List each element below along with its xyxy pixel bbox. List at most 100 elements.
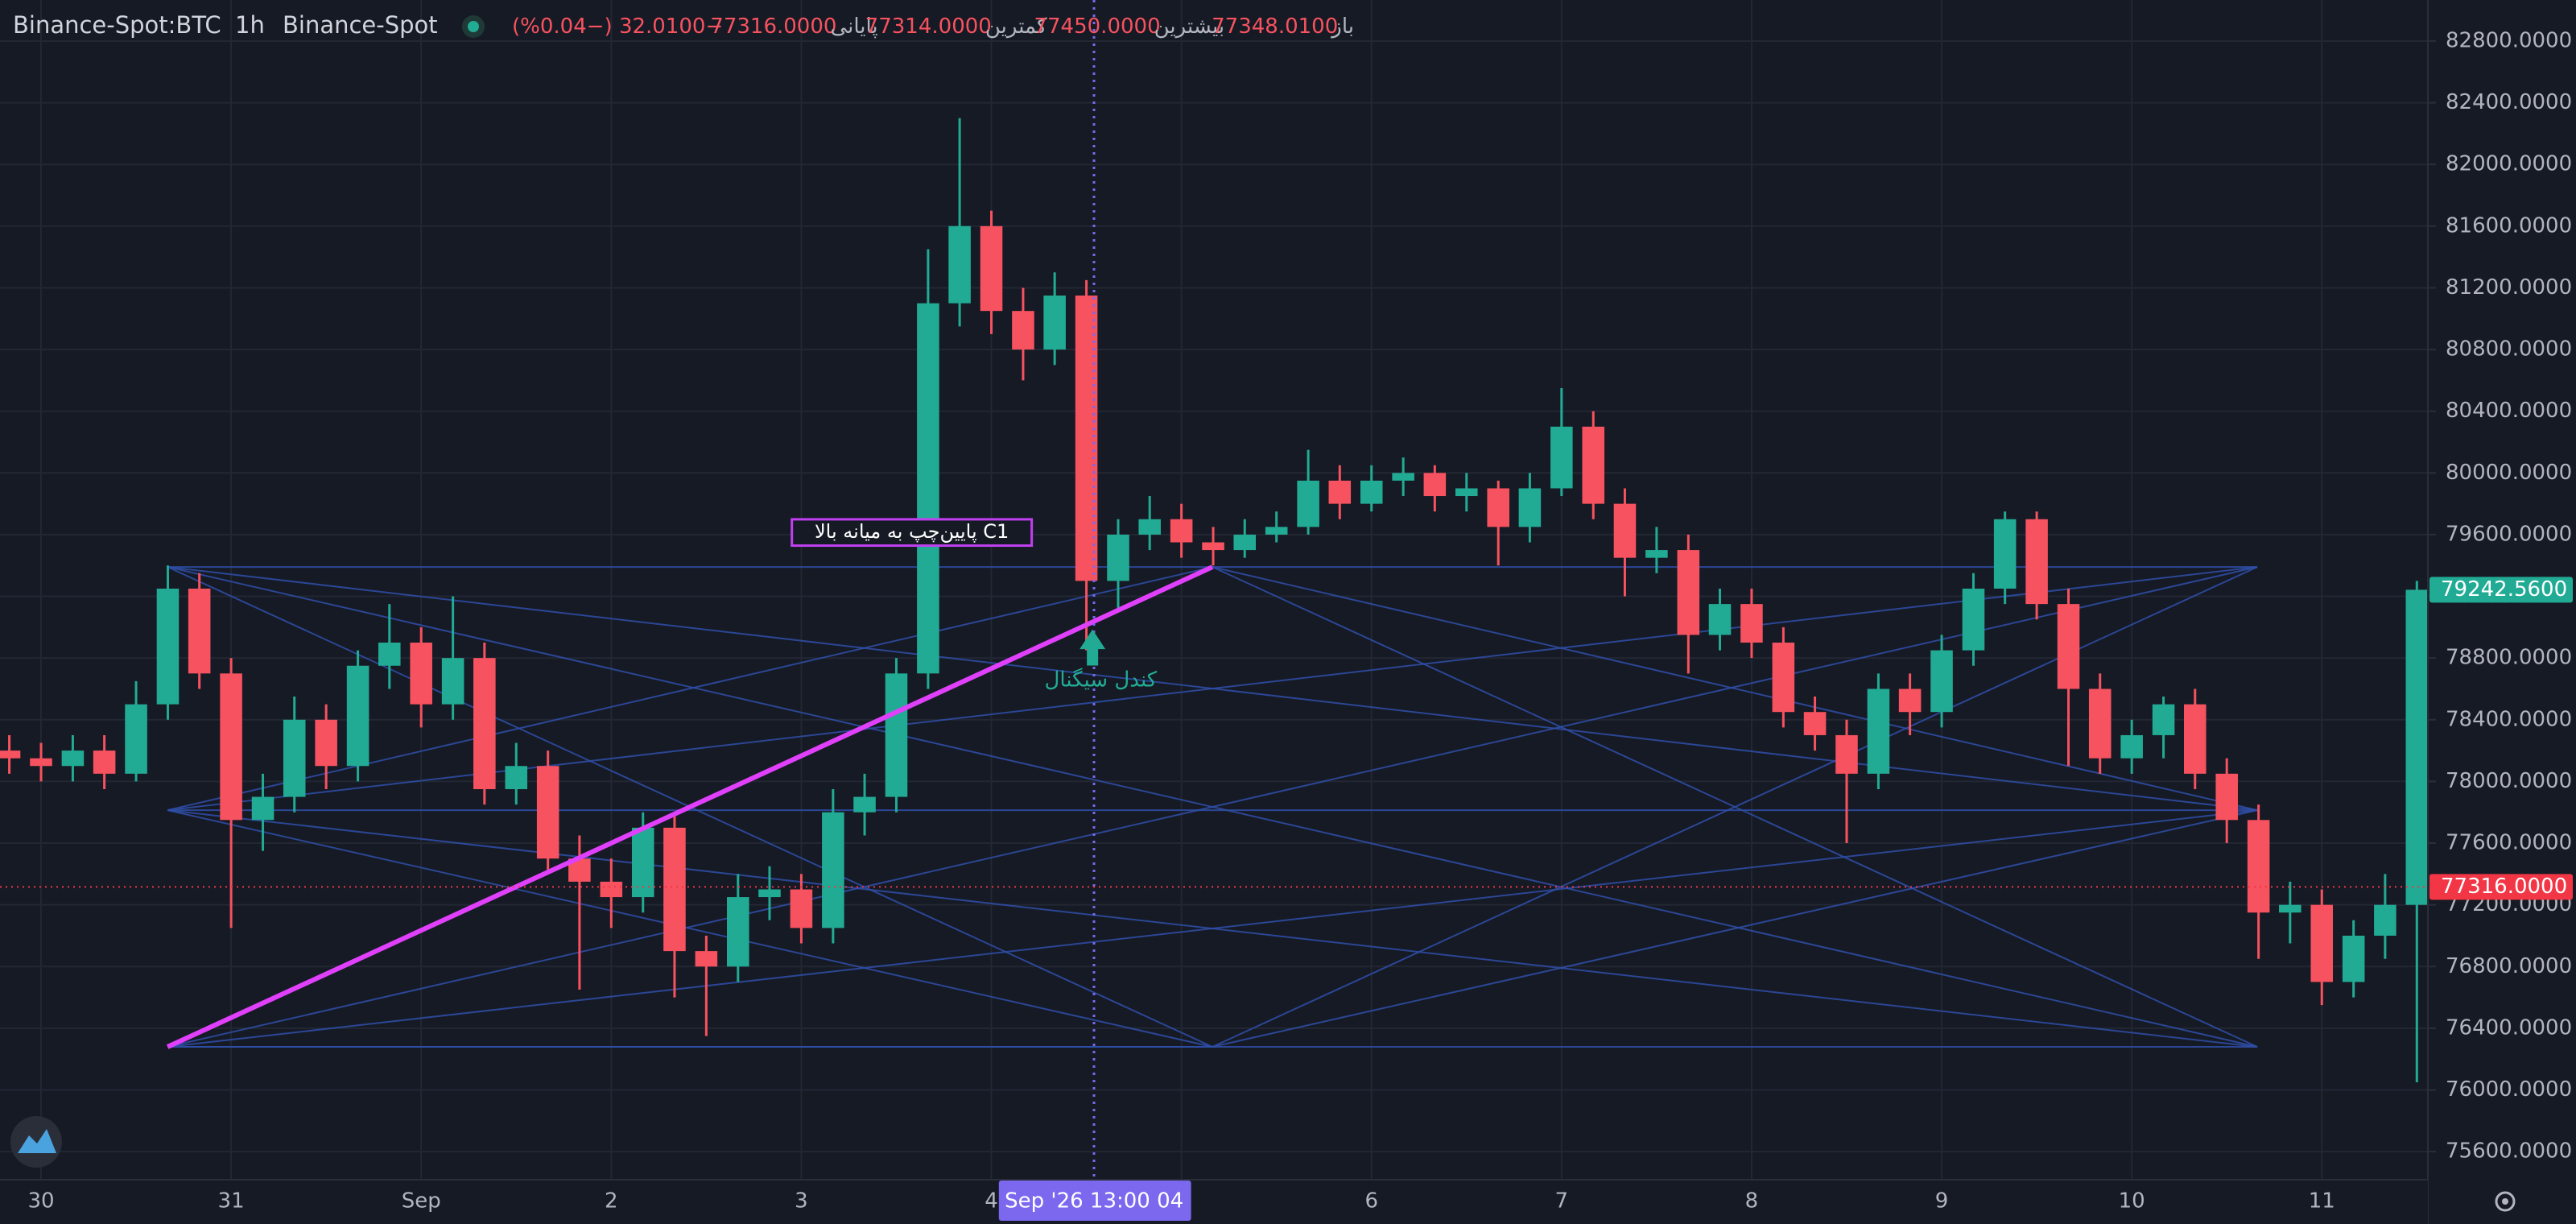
candle-body	[410, 643, 432, 705]
crosshair-time-label: Sep '26 13:00 04	[1005, 1189, 1183, 1214]
y-tick-label: 78400.0000	[2446, 707, 2572, 731]
candle-body	[1582, 426, 1605, 504]
ohlc-legend: باز77348.0100بیشترین77450.0000کمترین7731…	[512, 14, 1354, 39]
pattern-line	[167, 566, 2258, 1048]
candle-body	[2120, 734, 2143, 759]
candle-body	[2088, 688, 2112, 759]
candle-body	[1328, 480, 1352, 504]
y-tick-label: 77600.0000	[2446, 831, 2572, 855]
candle-body	[1487, 488, 1509, 527]
candle-body	[346, 665, 369, 767]
x-tick-label: 6	[1364, 1189, 1378, 1214]
candle-body	[663, 827, 686, 952]
settings-button[interactable]	[2495, 1191, 2516, 1212]
candle-body	[2310, 904, 2334, 982]
axes: 82800.0000 82400.0000 82000.0000 81600.0000…	[27, 28, 2573, 1221]
plot	[0, 118, 2429, 1082]
candle-body	[1550, 426, 1573, 489]
ohlc-value: 77316.0000	[710, 14, 836, 39]
candle-body	[220, 673, 242, 821]
last-price-tag-label: 79242.5600	[2441, 577, 2567, 602]
candle-body	[93, 751, 116, 774]
candle-body	[536, 766, 559, 859]
logo-mark	[18, 1129, 56, 1153]
crosshair-price-tag-label: 77316.0000	[2441, 875, 2567, 899]
candle-body	[1803, 712, 1827, 735]
time-axis-bg	[0, 1180, 2428, 1224]
candle-body	[2247, 820, 2270, 913]
candle-body	[2025, 519, 2048, 605]
pattern-line	[167, 809, 2258, 1048]
x-tick-label: 2	[605, 1189, 618, 1214]
x-tick-label: 11	[2309, 1189, 2335, 1214]
pattern-line	[1212, 809, 2258, 1048]
candle-body	[1043, 296, 1066, 350]
candle-body	[441, 658, 464, 705]
y-tick-label: 80400.0000	[2446, 399, 2572, 423]
candle-body	[1867, 688, 1890, 774]
candle-body	[156, 588, 180, 705]
candle-body	[1265, 527, 1288, 535]
annotation-label: پایین‌چپ به میانه بالا C1	[815, 520, 1009, 543]
candle-body	[188, 588, 211, 674]
trend-line	[166, 564, 1214, 1049]
gear-hub	[2502, 1198, 2508, 1205]
candle-body	[61, 751, 85, 767]
x-tick-label: 31	[218, 1189, 245, 1214]
candle-body	[1645, 550, 1668, 558]
candle-body	[1360, 480, 1383, 504]
candle-body	[1423, 473, 1447, 497]
candle-body	[1740, 604, 1763, 643]
crosshair-price-tag	[2429, 874, 2573, 900]
candle-body	[917, 303, 939, 674]
logo-circle[interactable]	[10, 1116, 62, 1168]
candle-body	[473, 658, 496, 789]
candle-body	[631, 827, 654, 898]
x-tick-label: 30	[27, 1189, 54, 1214]
exchange: Binance-Spot	[283, 11, 438, 39]
x-tick-label: 3	[795, 1189, 808, 1214]
candle-body	[885, 673, 908, 797]
ohlc-value: 77450.0000	[1034, 14, 1160, 39]
annotation-box	[791, 518, 1034, 548]
x-tick-label: 8	[1745, 1189, 1759, 1214]
candle-body	[600, 881, 623, 898]
candle-body	[1012, 311, 1034, 350]
candle-body	[790, 889, 813, 928]
x-tick-label: 7	[1555, 1189, 1569, 1214]
y-tick-label: 81200.0000	[2446, 275, 2572, 300]
candle-body	[283, 719, 306, 797]
candle-body	[1075, 296, 1098, 581]
candle-body	[758, 889, 781, 898]
candle-body	[1392, 473, 1414, 481]
candle-body	[1138, 519, 1161, 535]
candle-body	[2405, 589, 2429, 905]
y-tick-label: 79600.0000	[2446, 522, 2572, 546]
last-price-tag	[2429, 577, 2573, 603]
candle-body	[1202, 542, 1224, 551]
y-tick-label: 82000.0000	[2446, 152, 2572, 176]
candle-body	[2279, 904, 2301, 913]
candle-body	[251, 796, 275, 821]
logo[interactable]	[10, 1116, 62, 1168]
x-tick-label: 4	[985, 1189, 998, 1214]
candle-body	[1233, 534, 1257, 551]
ohlc-change: −32.0100 (−0.04%)	[512, 14, 723, 39]
candle-body	[1677, 550, 1700, 635]
candle-body	[315, 719, 337, 767]
drawings	[167, 566, 2258, 1048]
candle-body	[30, 758, 52, 767]
status-dot	[468, 21, 479, 32]
pattern-line	[1212, 566, 2258, 812]
candle-body	[1518, 488, 1542, 527]
candle-body	[2342, 935, 2365, 982]
pattern-line	[1212, 566, 2258, 1048]
candle-body	[948, 225, 971, 304]
ohlc-value: 77348.0100	[1212, 14, 1338, 39]
candle-body	[1613, 503, 1637, 558]
candle-body	[505, 766, 528, 789]
ohlc-name: بیشترین	[1154, 14, 1225, 39]
candle-body	[695, 951, 718, 967]
candle-body	[0, 751, 21, 759]
